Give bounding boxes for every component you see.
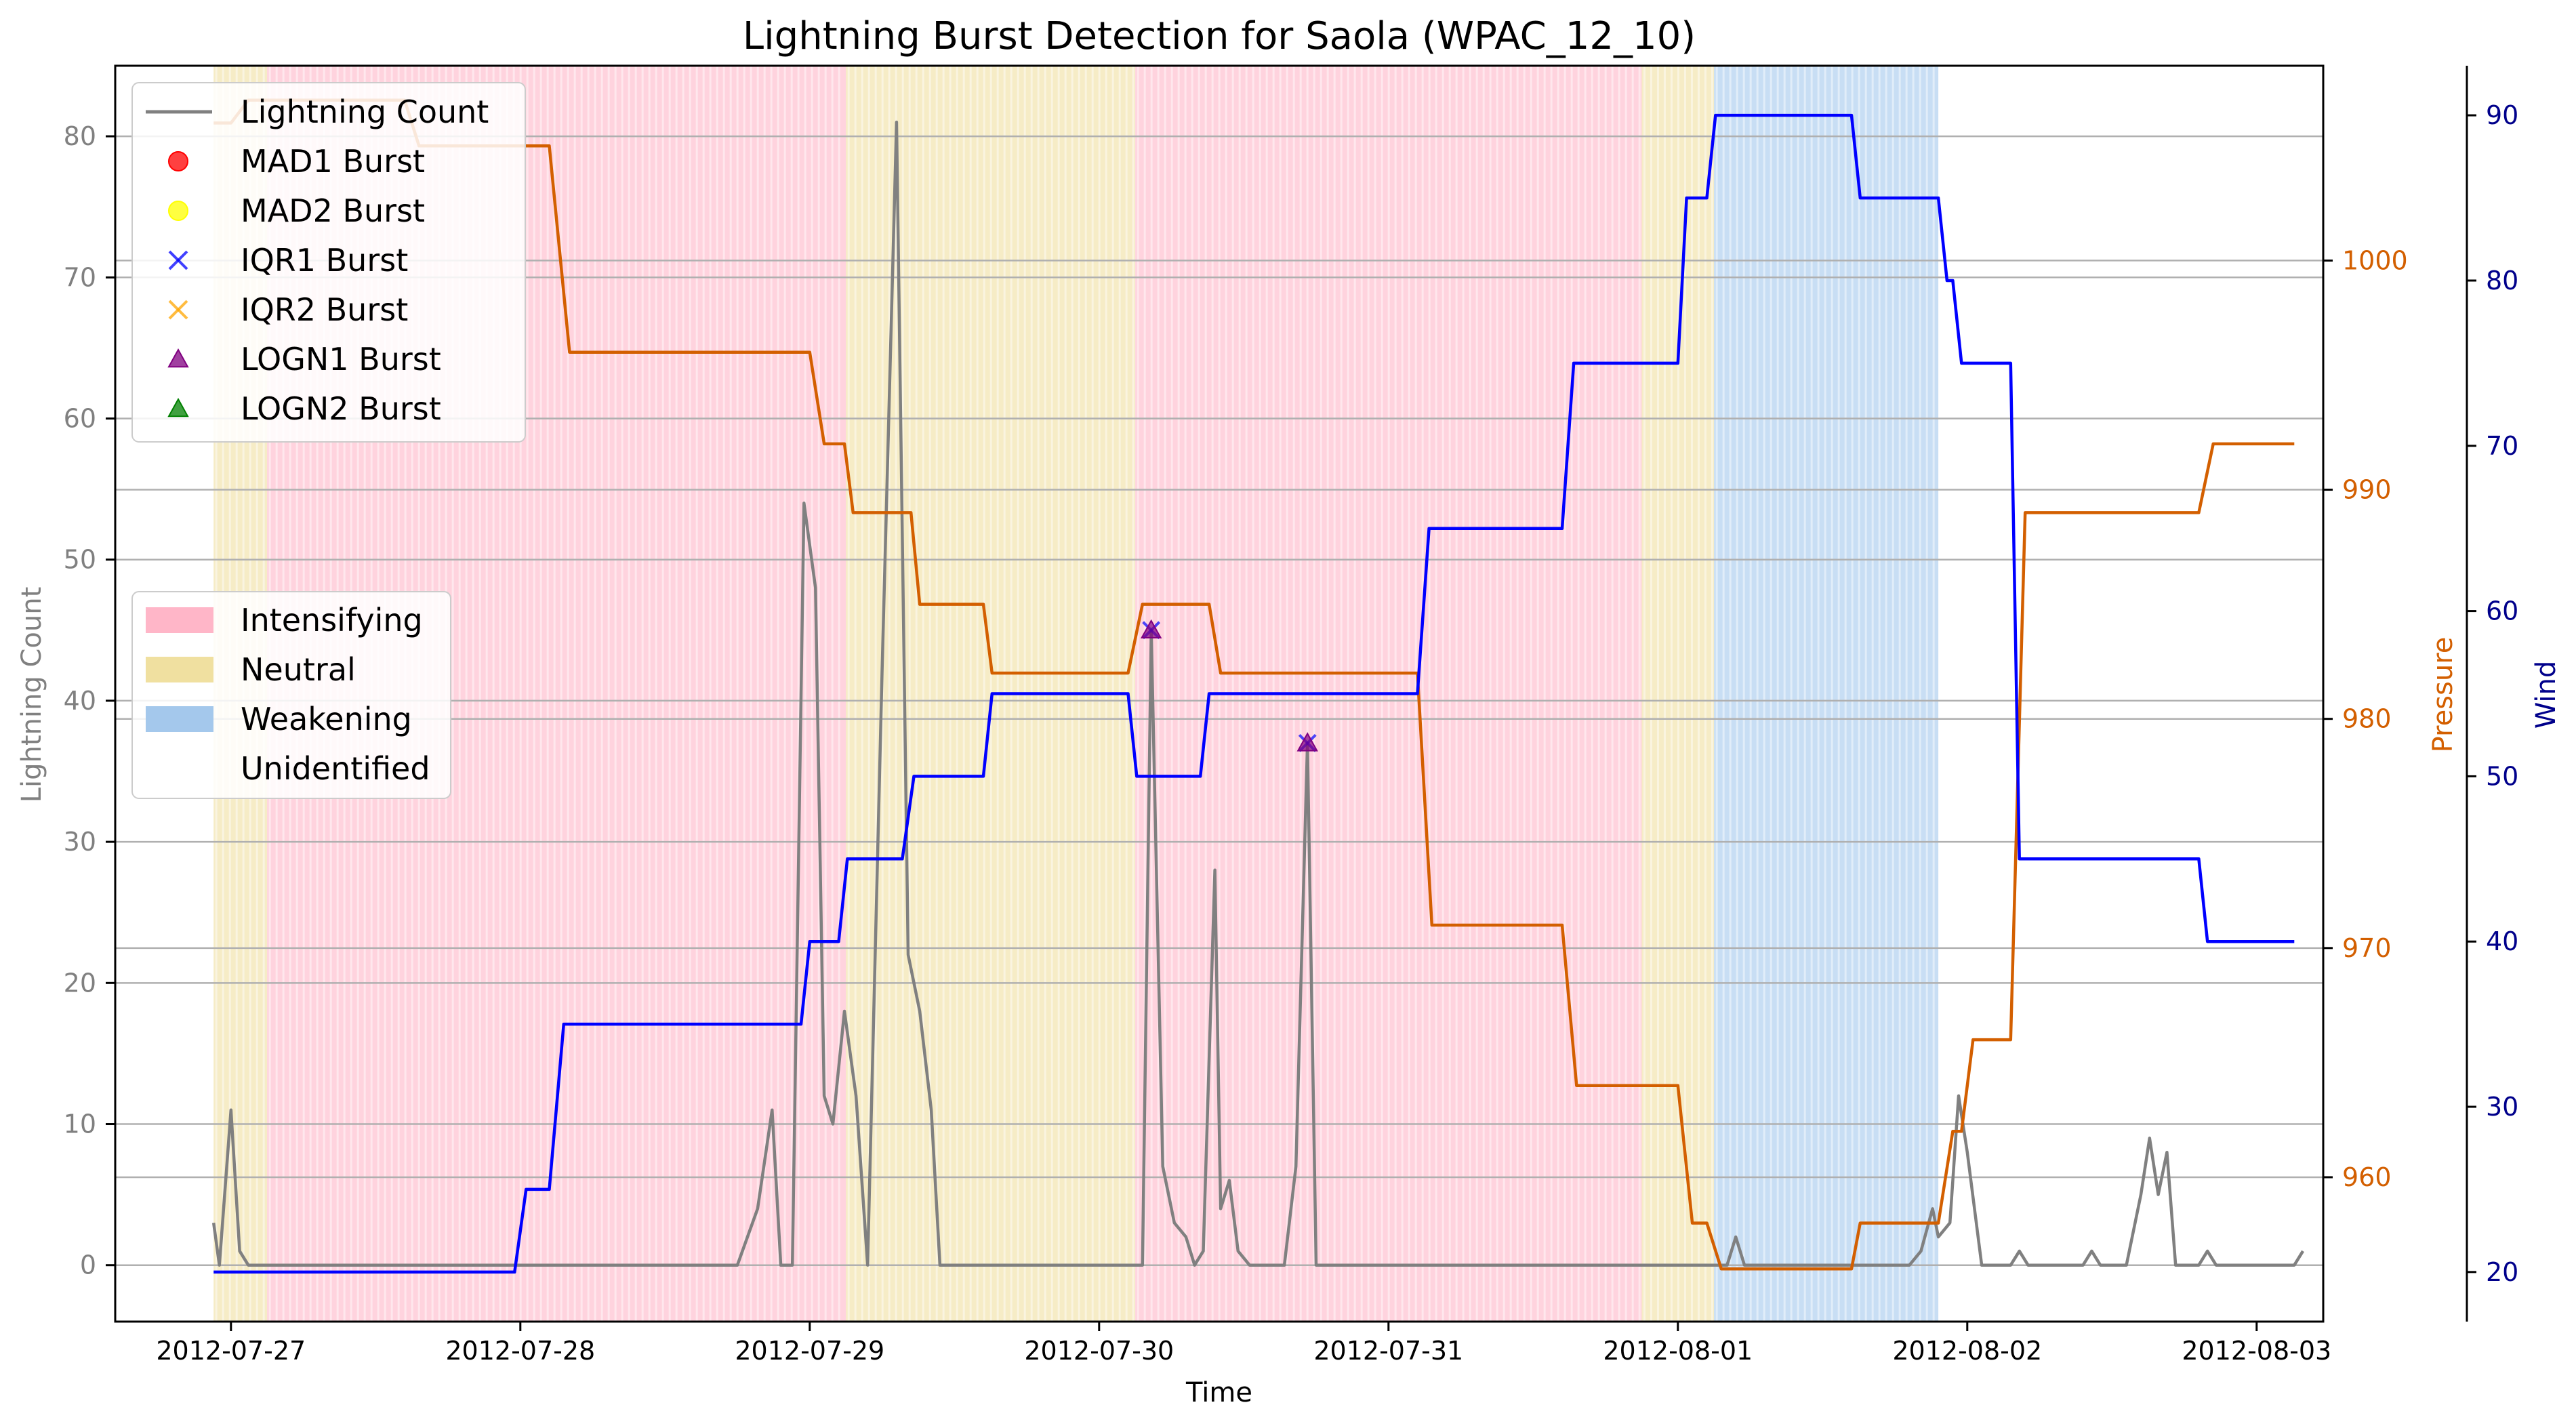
- y-tick-label-count: 0: [80, 1250, 96, 1280]
- y-tick-label-count: 70: [64, 262, 96, 292]
- y-tick-label-pressure: 1000: [2342, 245, 2408, 275]
- regime-band-fill: [1641, 66, 1715, 1322]
- legend-entry: Intensifying: [146, 602, 423, 638]
- chart-title: Lightning Burst Detection for Saola (WPA…: [743, 14, 1696, 58]
- x-tick-label: 2012-07-28: [445, 1336, 595, 1366]
- regime-band-neutral-4: [1641, 66, 1715, 1322]
- legend-label: Lightning Count: [241, 94, 489, 130]
- plot-frame: [114, 64, 2325, 1323]
- y-tick-label-wind: 90: [2486, 100, 2518, 130]
- y-tick-label-count: 20: [64, 968, 96, 998]
- y-tick-label-count: 40: [64, 686, 96, 716]
- legend-entry: Unidentified: [146, 750, 430, 787]
- legend-entry: MAD2 Burst: [168, 192, 425, 229]
- legend-patch-swatch: [146, 607, 213, 633]
- legend-patch-swatch: [146, 657, 213, 682]
- legend-entry: IQR1 Burst: [168, 242, 408, 279]
- legend-label: Neutral: [241, 651, 356, 688]
- y-tick-label-wind: 30: [2486, 1092, 2518, 1122]
- y-tick-label-count: 10: [64, 1109, 96, 1139]
- x-tick-label: 2012-07-30: [1024, 1336, 1174, 1366]
- axes-layer: 2012-07-27 2012-07-28 2012-07-29 2012-07-30…: [64, 66, 2518, 1366]
- legend-triangle-swatch: [167, 397, 189, 417]
- legend-label: LOGN1 Burst: [241, 341, 441, 378]
- x-tick-label: 2012-07-29: [735, 1336, 884, 1366]
- x-tick-label: 2012-08-02: [1892, 1336, 2042, 1366]
- x-tick-label: 2012-08-03: [2182, 1336, 2331, 1366]
- series-layer: [211, 98, 2305, 1274]
- legend-x-swatch: [168, 250, 188, 270]
- y-tick-label-pressure: 990: [2342, 475, 2392, 505]
- legend-patch-swatch: [146, 756, 213, 781]
- legend-entry: MAD1 Burst: [168, 143, 425, 180]
- legend-circle-swatch: [168, 201, 188, 221]
- legend-entry: LOGN2 Burst: [167, 390, 441, 427]
- legend-entry: Lightning Count: [146, 94, 489, 130]
- legend-label: LOGN2 Burst: [241, 390, 441, 427]
- legend-box: [131, 591, 451, 799]
- y-axis-label-lightning: Lightning Count: [16, 587, 47, 803]
- regime-band-weakening-5: [1714, 66, 1939, 1322]
- y-tick-label-pressure: 970: [2342, 933, 2392, 963]
- legend-entry: Neutral: [146, 651, 356, 688]
- y-tick-label-wind: 80: [2486, 266, 2518, 295]
- y-tick-label-pressure: 980: [2342, 704, 2392, 734]
- y-tick-label-wind: 20: [2486, 1257, 2518, 1287]
- y-tick-label-wind: 70: [2486, 431, 2518, 461]
- legend-label: Unidentified: [241, 750, 430, 787]
- y-tick-label-count: 60: [64, 404, 96, 434]
- y-tick-label-count: 80: [64, 121, 96, 151]
- legend-x-swatch: [168, 300, 188, 320]
- legend-circle-swatch: [168, 151, 188, 171]
- y-tick-label-wind: 60: [2486, 596, 2518, 626]
- y-tick-label-wind: 40: [2486, 926, 2518, 956]
- legend-entry: LOGN1 Burst: [167, 341, 441, 378]
- legend-triangle-swatch: [167, 348, 189, 368]
- legend-label: MAD1 Burst: [241, 143, 425, 180]
- y-axis-label-pressure: Pressure: [2428, 637, 2459, 753]
- regime-band-fill: [1714, 66, 1939, 1322]
- series-line-lightning-count: [211, 121, 2305, 1267]
- series-line-wind: [213, 113, 2295, 1274]
- legend-patch-swatch: [146, 706, 213, 732]
- y-tick-label-count: 50: [64, 545, 96, 575]
- x-tick-label: 2012-07-31: [1313, 1336, 1463, 1366]
- burst-marker-logn1: [1140, 619, 1162, 639]
- legend-label: MAD2 Burst: [241, 192, 425, 229]
- burst-marker-logn1: [1296, 732, 1318, 752]
- y-axis-label-wind: Wind: [2531, 661, 2562, 729]
- legend-label: IQR2 Burst: [241, 291, 408, 328]
- legend-entry: IQR2 Burst: [168, 291, 408, 328]
- legend-label: IQR1 Burst: [241, 242, 408, 279]
- legend-layer: Lightning Count MAD1 Burst MAD2 Burst IQR1 …: [131, 82, 526, 799]
- burst-marker-layer: [1140, 619, 1318, 752]
- y-tick-label-count: 30: [64, 827, 96, 857]
- x-tick-label: 2012-07-27: [156, 1336, 306, 1366]
- legend-box: [131, 82, 526, 443]
- legend-label: Weakening: [241, 701, 412, 737]
- legend-bursts: Lightning Count MAD1 Burst MAD2 Burst IQR1 …: [131, 82, 526, 443]
- y-tick-label-pressure: 960: [2342, 1162, 2392, 1192]
- y-tick-label-wind: 50: [2486, 761, 2518, 791]
- legend-entry: Weakening: [146, 701, 412, 737]
- legend-label: Intensifying: [241, 602, 423, 638]
- legend-regimes: Intensifying Neutral Weakening Unidentified: [131, 591, 451, 799]
- x-axis-label: Time: [1185, 1377, 1252, 1408]
- x-tick-label: 2012-08-01: [1603, 1336, 1753, 1366]
